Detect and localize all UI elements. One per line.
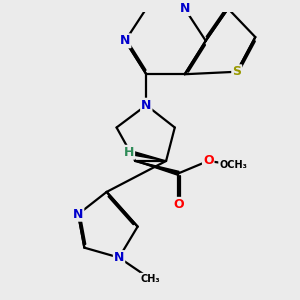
Text: N: N	[179, 2, 190, 15]
Text: CH₃: CH₃	[140, 274, 160, 284]
Text: N: N	[114, 251, 124, 264]
Text: N: N	[141, 99, 152, 112]
Text: H: H	[124, 146, 134, 159]
Polygon shape	[128, 150, 166, 161]
Text: S: S	[232, 65, 241, 78]
Text: O: O	[203, 154, 214, 167]
Text: OCH₃: OCH₃	[219, 160, 247, 170]
Text: N: N	[73, 208, 83, 221]
Text: N: N	[120, 34, 130, 47]
Polygon shape	[135, 161, 179, 175]
Text: O: O	[173, 198, 184, 211]
